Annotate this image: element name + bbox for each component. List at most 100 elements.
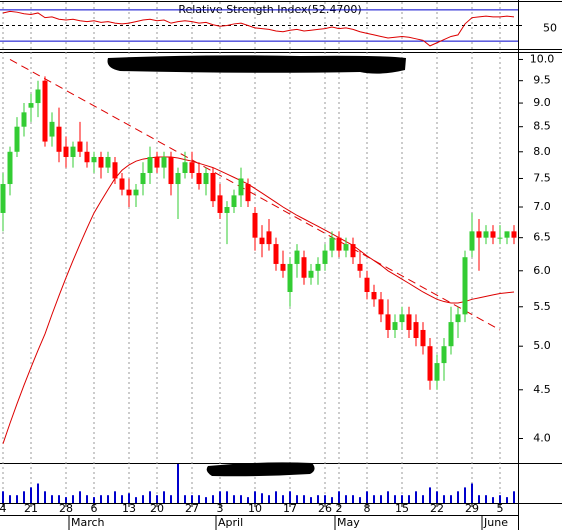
volume-bar (121, 495, 123, 503)
volume-bar (93, 497, 95, 503)
candle-body (455, 314, 461, 323)
x-tick-label: 13 (122, 502, 136, 515)
candle-body (175, 172, 181, 185)
y-tick-label: 9.0 (533, 96, 551, 109)
y-tick-label: 4.0 (533, 432, 551, 445)
candle-body (434, 363, 440, 381)
moving-average (2, 156, 515, 444)
volume-bar (471, 483, 473, 503)
candle-body (28, 103, 34, 108)
candle-body (217, 195, 223, 213)
candle-body (203, 172, 209, 185)
volume-bar (359, 497, 361, 503)
candle-body (210, 172, 216, 202)
candle-body (266, 231, 272, 245)
volume-bar (58, 495, 60, 503)
volume-bar (310, 497, 312, 503)
volume-bar (191, 495, 193, 503)
volume-bar (2, 491, 4, 503)
volume-bar (373, 495, 375, 503)
candle-body (490, 231, 496, 238)
candle-body (294, 250, 300, 264)
volume-bar (65, 497, 67, 503)
volume-bar (149, 491, 151, 503)
volume-bar (72, 495, 74, 503)
volume-bar (485, 495, 487, 503)
candle-body (406, 314, 412, 330)
candle-body (77, 141, 83, 152)
candle-body (343, 244, 349, 251)
volume-bar (30, 487, 32, 503)
candle-body (308, 270, 314, 278)
candle-body (364, 277, 370, 292)
volume-bar (79, 491, 81, 503)
candle-body (126, 189, 132, 196)
candle-body (259, 237, 265, 245)
volume-bar (415, 491, 417, 503)
x-tick-label: 10 (248, 502, 262, 515)
candle-body (350, 244, 356, 258)
volume-bar (198, 495, 200, 503)
volume-bar (37, 483, 39, 503)
candle-body (224, 207, 230, 213)
x-tick-label: 29 (465, 502, 479, 515)
y-tick-label: 4.5 (533, 383, 551, 396)
candle-body (315, 263, 321, 271)
volume-bar (163, 491, 165, 503)
month-label: May (337, 516, 360, 529)
volume-bar (429, 487, 431, 503)
y-tick-label: 5.5 (533, 300, 551, 313)
volume-bar (282, 495, 284, 503)
candle-body (0, 184, 6, 213)
volume-bar (338, 491, 340, 503)
candle-body (70, 146, 76, 157)
volume-bar (499, 495, 501, 503)
candle-body (504, 231, 510, 238)
candle-body (392, 322, 398, 330)
volume-bar (268, 495, 270, 503)
candle-body (63, 146, 69, 157)
candle-body (133, 189, 139, 196)
volume-bar (443, 495, 445, 503)
y-tick-label: 6.0 (533, 264, 551, 277)
month-label: June (483, 516, 508, 529)
candle-body (413, 322, 419, 339)
y-tick-label: 10.0 (530, 52, 555, 65)
volume-bar (233, 495, 235, 503)
y-tick-label: 6.5 (533, 231, 551, 244)
volume-bar (156, 495, 158, 503)
month-label: March (71, 516, 105, 529)
candle-body (462, 257, 468, 315)
candle-body (511, 231, 517, 238)
redaction (107, 55, 406, 74)
rsi-line (2, 10, 515, 47)
candle-body (483, 231, 489, 238)
volume-bar (506, 497, 508, 503)
x-tick-label: 3 (217, 502, 224, 515)
volume-bar (352, 495, 354, 503)
volume-bar (513, 491, 515, 503)
volume-bar (436, 491, 438, 503)
volume-bar (303, 495, 305, 503)
volume-bar (422, 495, 424, 503)
volume-bar (450, 495, 452, 503)
x-tick-label: 4 (0, 502, 7, 515)
volume-bar (296, 495, 298, 503)
x-tick-label: 17 (283, 502, 297, 515)
volume-bar (86, 495, 88, 503)
x-tick-label: 21 (24, 502, 38, 515)
candle-body (280, 263, 286, 271)
volume-bar (23, 491, 25, 503)
volume-bar (254, 491, 256, 503)
volume-bar (9, 495, 11, 503)
y-tick-label: 9.5 (533, 74, 551, 87)
volume-bar (247, 497, 249, 503)
candle-body (105, 156, 111, 168)
candle-body (7, 151, 13, 185)
x-tick-label: 27 (185, 502, 199, 515)
candle-body (427, 346, 433, 381)
volume-bar (387, 491, 389, 503)
volume-bar (289, 491, 291, 503)
volume-bar (51, 495, 53, 503)
volume-bar (317, 495, 319, 503)
